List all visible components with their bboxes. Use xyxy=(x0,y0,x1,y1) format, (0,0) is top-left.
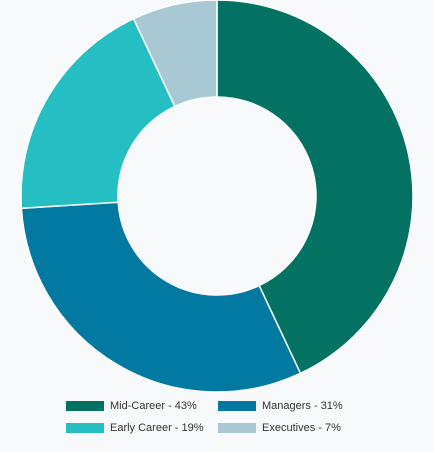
legend-item-managers[interactable]: Managers - 31% xyxy=(218,398,368,414)
chart-legend: Mid-Career - 43% Managers - 31% Early Ca… xyxy=(0,398,434,436)
donut-slice-mid-career[interactable] xyxy=(216,0,414,375)
legend-label: Mid-Career - 43% xyxy=(110,400,197,412)
legend-label: Early Career - 19% xyxy=(110,422,204,434)
legend-label: Managers - 31% xyxy=(262,400,343,412)
legend-item-mid-career[interactable]: Mid-Career - 43% xyxy=(66,398,218,414)
legend-swatch xyxy=(218,423,256,433)
legend-swatch xyxy=(66,401,104,411)
legend-swatch xyxy=(218,401,256,411)
donut-slice-managers[interactable] xyxy=(20,201,302,393)
legend-swatch xyxy=(66,423,104,433)
legend-item-early-career[interactable]: Early Career - 19% xyxy=(66,420,218,436)
donut-slice-executives[interactable] xyxy=(132,0,218,108)
donut-slice-early-career[interactable] xyxy=(20,17,176,210)
legend-item-executives[interactable]: Executives - 7% xyxy=(218,420,368,436)
legend-label: Executives - 7% xyxy=(262,422,341,434)
